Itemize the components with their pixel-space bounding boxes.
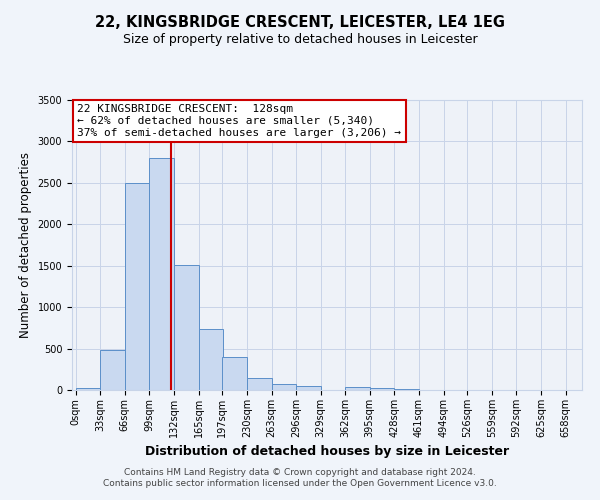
X-axis label: Distribution of detached houses by size in Leicester: Distribution of detached houses by size … — [145, 446, 509, 458]
Text: Size of property relative to detached houses in Leicester: Size of property relative to detached ho… — [122, 32, 478, 46]
Bar — [174, 265, 199, 390]
Bar — [149, 158, 174, 390]
Bar — [370, 388, 394, 390]
Bar — [345, 386, 370, 390]
Bar — [296, 386, 320, 390]
Bar — [223, 357, 247, 390]
Bar — [394, 389, 419, 390]
Bar — [272, 384, 296, 390]
Bar — [125, 183, 149, 390]
Text: 22 KINGSBRIDGE CRESCENT:  128sqm
← 62% of detached houses are smaller (5,340)
37: 22 KINGSBRIDGE CRESCENT: 128sqm ← 62% of… — [77, 104, 401, 138]
Bar — [100, 350, 125, 390]
Text: 22, KINGSBRIDGE CRESCENT, LEICESTER, LE4 1EG: 22, KINGSBRIDGE CRESCENT, LEICESTER, LE4… — [95, 15, 505, 30]
Text: Contains HM Land Registry data © Crown copyright and database right 2024.
Contai: Contains HM Land Registry data © Crown c… — [103, 468, 497, 487]
Bar — [247, 378, 272, 390]
Bar — [199, 328, 223, 390]
Bar — [76, 388, 100, 390]
Y-axis label: Number of detached properties: Number of detached properties — [19, 152, 32, 338]
